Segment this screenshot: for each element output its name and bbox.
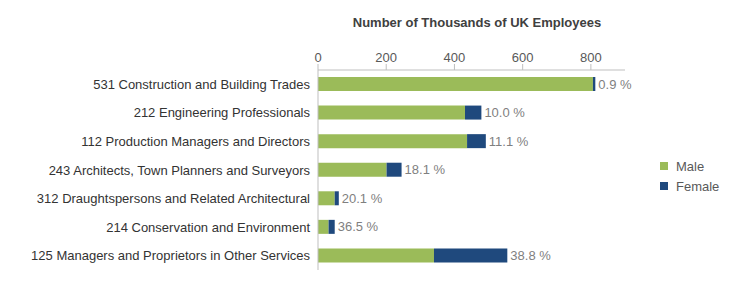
svg-text:400: 400: [444, 50, 466, 65]
svg-text:20.1 %: 20.1 %: [342, 191, 383, 206]
svg-text:243 Architects, Town Planners: 243 Architects, Town Planners and Survey…: [49, 163, 311, 178]
svg-text:112 Production Managers and Di: 112 Production Managers and Directors: [81, 134, 310, 149]
html-text:Female: Female: [676, 178, 720, 194]
svg-text:531 Construction and Building: 531 Construction and Building Trades: [93, 77, 310, 92]
svg-text:10.0 %: 10.0 %: [484, 105, 525, 120]
svg-text:0: 0: [314, 50, 321, 65]
html-text:Male: Male: [676, 158, 705, 174]
svg-text:38.8 %: 38.8 %: [510, 248, 551, 263]
svg-text:800: 800: [580, 50, 602, 65]
svg-text:0.9 %: 0.9 %: [598, 77, 632, 92]
svg-text:11.1 %: 11.1 %: [489, 134, 529, 149]
svg-text:18.1 %: 18.1 %: [405, 162, 446, 177]
html-text:Number of Thousands of UK Empl: Number of Thousands of UK Employees: [352, 15, 602, 30]
svg-text:212 Engineering Professionals: 212 Engineering Professionals: [134, 105, 311, 120]
svg-text:36.5 %: 36.5 %: [338, 219, 379, 234]
svg-text:600: 600: [512, 50, 534, 65]
svg-text:125 Managers and Proprietors i: 125 Managers and Proprietors in Other Se…: [31, 248, 310, 263]
svg-text:214 Conservation and Environme: 214 Conservation and Environment: [106, 220, 310, 235]
svg-text:312 Draughtspersons and Relate: 312 Draughtspersons and Related Architec…: [37, 191, 310, 206]
svg-text:200: 200: [375, 50, 397, 65]
